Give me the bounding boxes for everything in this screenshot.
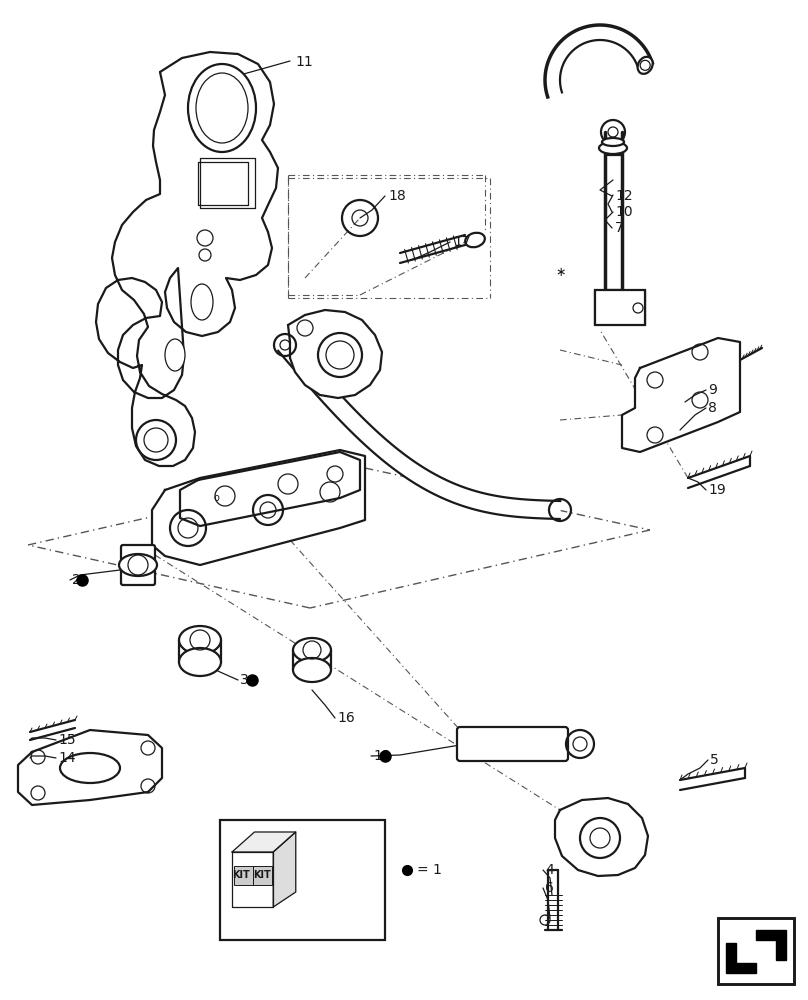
Text: 6: 6 [545, 881, 553, 895]
FancyBboxPatch shape [121, 545, 155, 585]
Bar [220, 820, 385, 940]
Ellipse shape [119, 554, 157, 576]
Ellipse shape [638, 57, 653, 74]
Text: 3: 3 [240, 673, 249, 687]
Text: 12: 12 [615, 189, 633, 203]
Text: 15: 15 [58, 733, 76, 747]
Text: 18: 18 [388, 189, 406, 203]
Text: 16: 16 [337, 711, 355, 725]
Text: 8: 8 [708, 401, 717, 415]
FancyBboxPatch shape [457, 727, 568, 761]
Ellipse shape [196, 73, 248, 143]
Text: 10: 10 [615, 205, 633, 219]
Polygon shape [545, 25, 652, 97]
Polygon shape [288, 310, 382, 398]
Bar [234, 866, 253, 884]
Text: 4: 4 [545, 863, 553, 877]
Polygon shape [232, 832, 296, 852]
Text: o: o [213, 493, 219, 503]
Polygon shape [622, 338, 740, 452]
Polygon shape [756, 930, 786, 960]
Text: 14: 14 [58, 751, 76, 765]
Text: 19: 19 [708, 483, 726, 497]
Text: 2: 2 [72, 573, 81, 587]
Ellipse shape [293, 638, 331, 662]
Polygon shape [180, 452, 360, 526]
Text: KIT: KIT [232, 870, 250, 880]
Polygon shape [18, 730, 162, 805]
Text: 7: 7 [615, 221, 624, 235]
Text: 5: 5 [710, 753, 719, 767]
Ellipse shape [188, 64, 256, 152]
Ellipse shape [465, 233, 485, 247]
Polygon shape [232, 852, 273, 907]
Polygon shape [273, 832, 296, 907]
Bar [253, 866, 271, 884]
Polygon shape [278, 339, 560, 519]
Polygon shape [96, 52, 278, 466]
Ellipse shape [165, 339, 185, 371]
Polygon shape [555, 798, 648, 876]
Ellipse shape [191, 284, 213, 320]
Ellipse shape [60, 753, 120, 783]
Ellipse shape [179, 626, 221, 654]
Ellipse shape [602, 138, 624, 146]
Text: $\ast$: $\ast$ [554, 265, 566, 278]
Text: 9: 9 [708, 383, 717, 397]
Polygon shape [152, 450, 365, 565]
Ellipse shape [293, 658, 331, 682]
Text: = 1: = 1 [417, 863, 442, 877]
Text: 11: 11 [295, 55, 313, 69]
Text: 13: 13 [373, 749, 390, 763]
Bar [595, 290, 645, 325]
Polygon shape [726, 943, 756, 973]
Bar [718, 918, 794, 984]
Polygon shape [198, 162, 248, 205]
Text: 17: 17 [453, 235, 470, 249]
Ellipse shape [599, 142, 627, 154]
Ellipse shape [179, 648, 221, 676]
Text: KIT: KIT [253, 870, 271, 880]
